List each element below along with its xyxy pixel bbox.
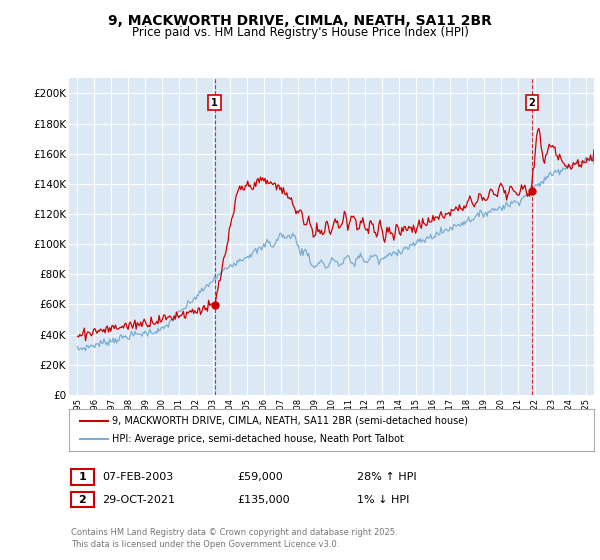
Text: Contains HM Land Registry data © Crown copyright and database right 2025.
This d: Contains HM Land Registry data © Crown c… — [71, 528, 397, 549]
Text: 1% ↓ HPI: 1% ↓ HPI — [357, 494, 409, 505]
Text: 9, MACKWORTH DRIVE, CIMLA, NEATH, SA11 2BR: 9, MACKWORTH DRIVE, CIMLA, NEATH, SA11 2… — [108, 14, 492, 28]
Text: 29-OCT-2021: 29-OCT-2021 — [102, 494, 175, 505]
Text: 28% ↑ HPI: 28% ↑ HPI — [357, 472, 416, 482]
Text: £59,000: £59,000 — [237, 472, 283, 482]
Text: 07-FEB-2003: 07-FEB-2003 — [102, 472, 173, 482]
Text: 2: 2 — [79, 494, 86, 505]
Text: 1: 1 — [211, 97, 218, 108]
Text: 9, MACKWORTH DRIVE, CIMLA, NEATH, SA11 2BR (semi-detached house): 9, MACKWORTH DRIVE, CIMLA, NEATH, SA11 2… — [112, 416, 468, 426]
Text: HPI: Average price, semi-detached house, Neath Port Talbot: HPI: Average price, semi-detached house,… — [112, 434, 404, 444]
Text: Price paid vs. HM Land Registry's House Price Index (HPI): Price paid vs. HM Land Registry's House … — [131, 26, 469, 39]
Text: 2: 2 — [529, 97, 535, 108]
Text: 1: 1 — [79, 472, 86, 482]
Text: £135,000: £135,000 — [237, 494, 290, 505]
